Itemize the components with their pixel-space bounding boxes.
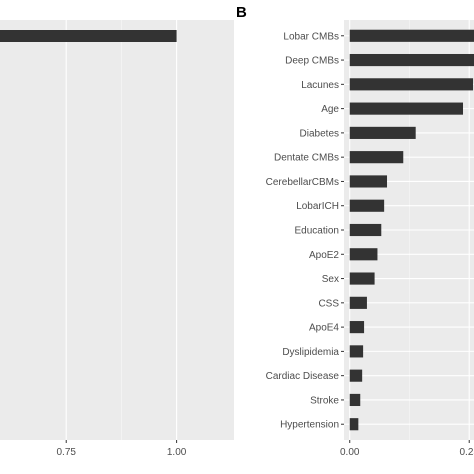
panel-b-category-label: Dyslipidemia xyxy=(282,347,339,358)
panel-b-bar xyxy=(349,393,361,407)
panel-b-bar xyxy=(349,296,367,309)
panel-a-bar xyxy=(0,30,177,42)
panel-a-x-axis: 0.75 1.00 xyxy=(56,440,187,458)
panel-b-y-axis: Lobar CMBs Deep CMBs Lacunes Age Diabetes Den… xyxy=(266,31,344,431)
panel-b-category-label: Sex xyxy=(322,274,339,285)
panel-b-category-label: Dentate CMBs xyxy=(274,153,339,164)
panel-b-category-label: ApoE2 xyxy=(309,250,339,261)
panel-b-category-label: Cardiac Disease xyxy=(266,371,340,382)
panel-b-bar xyxy=(349,126,416,139)
panel-b-bar xyxy=(349,29,474,42)
panel-b-category-label: CSS xyxy=(318,298,339,309)
panel-b-category-label: Diabetes xyxy=(300,128,339,139)
panel-b-bar xyxy=(349,418,359,431)
panel-b-category-label: Deep CMBs xyxy=(285,56,339,67)
panel-b-category-label: CerebellarCBMs xyxy=(266,177,339,188)
panel-b-category-label: ApoE4 xyxy=(309,323,339,334)
panel-b-bar xyxy=(349,199,385,212)
panel-b-bar xyxy=(349,369,363,382)
panel-b-category-label: LobarICH xyxy=(296,201,339,212)
panel-b-bar xyxy=(349,102,464,115)
panel-b-x-axis: 0.00 0.25 xyxy=(340,440,474,458)
panel-b-tick-label: 0.25 xyxy=(459,447,474,458)
panel-b-category-label: Lobar CMBs xyxy=(283,31,339,42)
panel-b: B Lobar CMBs Deep CMBs Lacunes Age Diabetes D… xyxy=(236,4,474,458)
panel-b-category-label: Education xyxy=(295,226,339,237)
panel-b-bar xyxy=(349,272,375,285)
panel-a-bars xyxy=(0,30,177,42)
panel-a: 0.75 1.00 xyxy=(0,20,234,458)
panel-b-bar xyxy=(349,345,364,358)
panel-b-category-label: Hypertension xyxy=(280,420,339,431)
panel-a-tick-label: 0.75 xyxy=(56,447,76,458)
panel-a-tick-label: 1.00 xyxy=(167,447,187,458)
panel-b-bar xyxy=(349,53,474,67)
panel-b-bar xyxy=(349,151,404,164)
panel-b-letter: B xyxy=(236,4,247,21)
panel-b-tick-label: 0.00 xyxy=(340,447,360,458)
panel-a-gridlines xyxy=(65,20,178,440)
panel-b-category-label: Lacunes xyxy=(301,80,339,91)
panel-b-bar xyxy=(349,175,388,188)
panel-b-bar xyxy=(349,78,474,91)
panel-b-category-label: Age xyxy=(321,104,339,115)
panel-b-bar xyxy=(349,223,382,237)
panel-b-bar xyxy=(349,248,378,261)
panel-a-background xyxy=(0,20,234,440)
panel-b-bar xyxy=(349,321,365,334)
panel-b-bars xyxy=(349,29,474,431)
panel-b-category-label: Stroke xyxy=(310,395,339,406)
